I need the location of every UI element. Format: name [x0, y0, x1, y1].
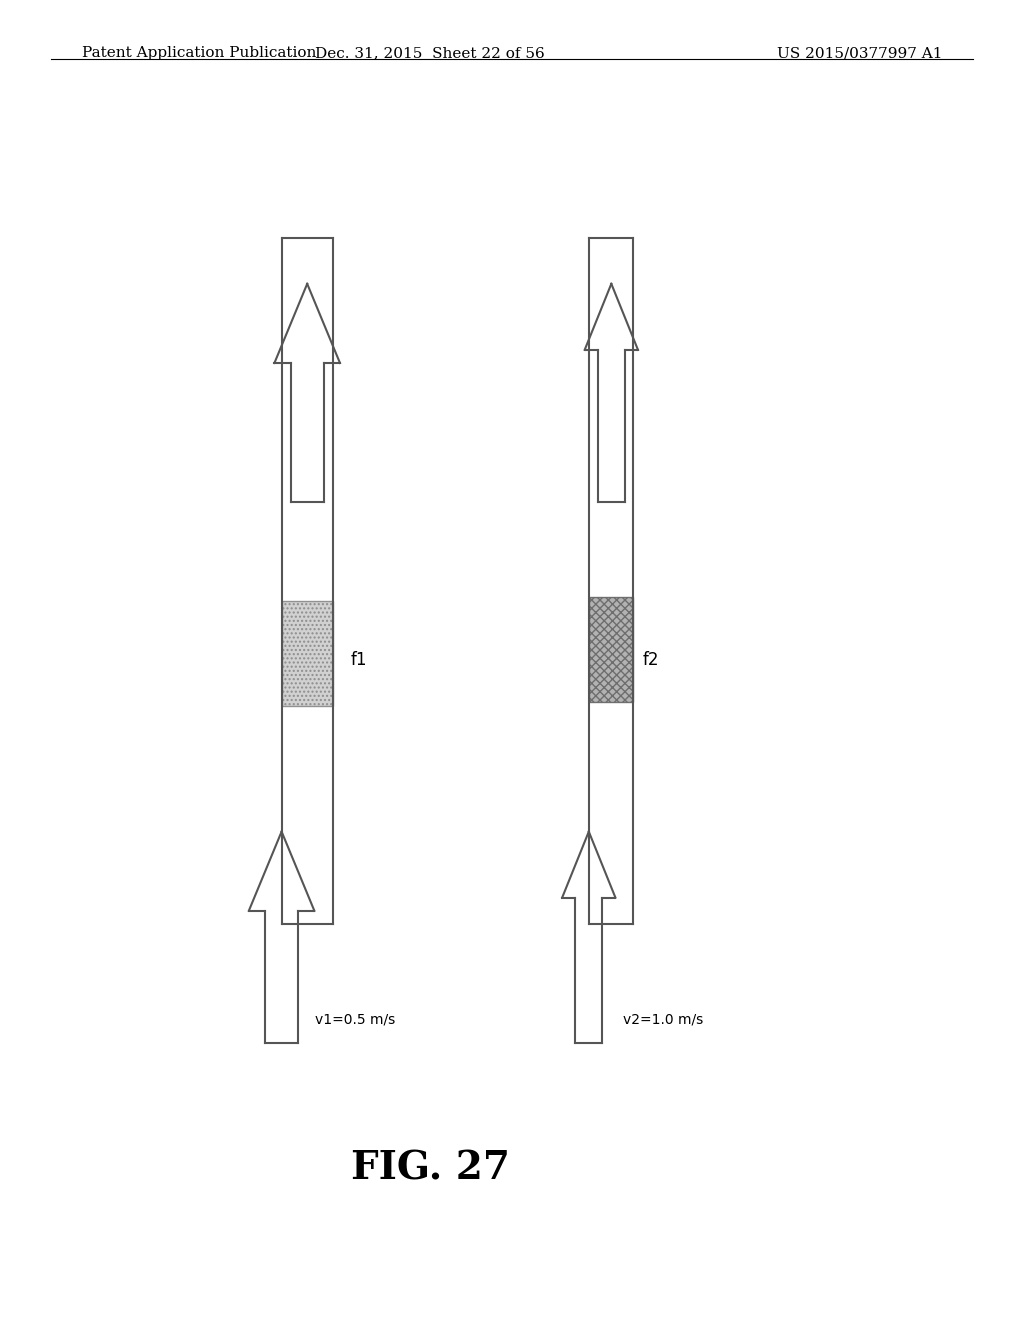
Text: US 2015/0377997 A1: US 2015/0377997 A1: [776, 46, 942, 61]
Text: f1: f1: [350, 651, 367, 669]
Text: Patent Application Publication: Patent Application Publication: [82, 46, 316, 61]
Bar: [589, 597, 633, 702]
Text: v2=1.0 m/s: v2=1.0 m/s: [623, 1012, 702, 1026]
Text: Dec. 31, 2015  Sheet 22 of 56: Dec. 31, 2015 Sheet 22 of 56: [315, 46, 545, 61]
Text: FIG. 27: FIG. 27: [350, 1150, 510, 1187]
Bar: [282, 601, 333, 706]
Text: v1=0.5 m/s: v1=0.5 m/s: [315, 1012, 395, 1026]
Text: f2: f2: [643, 651, 659, 669]
